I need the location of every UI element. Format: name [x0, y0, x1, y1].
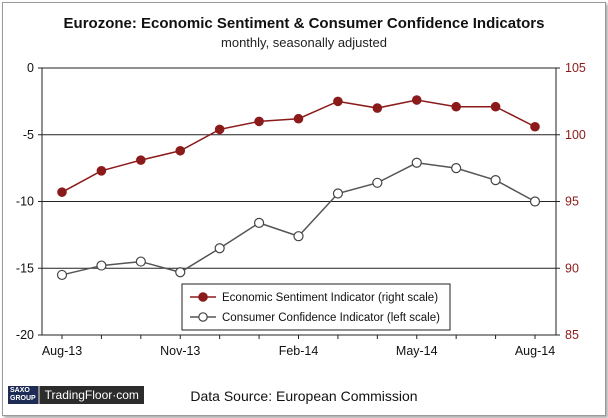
series-point-2 — [135, 256, 146, 267]
series-point-2 — [411, 157, 422, 168]
left-axis-tick-label: -10 — [16, 195, 34, 209]
right-axis-tick-label: 85 — [565, 328, 579, 342]
series-point-2 — [529, 196, 541, 207]
series-point-2 — [96, 260, 107, 271]
saxo-group-logo: SAXO GROUP — [8, 386, 38, 404]
legend-label-2: Consumer Confidence Indicator (left scal… — [222, 312, 440, 324]
series-line-2 — [61, 162, 536, 276]
series-point-2 — [372, 177, 383, 188]
left-axis-tick-label: -5 — [23, 128, 34, 142]
left-axis-tick-label: -15 — [16, 261, 34, 275]
series-point-1 — [214, 124, 225, 135]
right-axis-tick-label: 95 — [565, 195, 579, 209]
series-point-2 — [293, 231, 304, 242]
right-axis-tick-label: 90 — [565, 261, 579, 275]
logo-brand-top: SAXO — [10, 387, 30, 394]
x-axis-tick-label: Nov-13 — [160, 344, 200, 358]
left-axis-tick-label: 0 — [27, 61, 34, 75]
series-point-1 — [57, 187, 67, 197]
series-point-1 — [254, 116, 264, 127]
data-source-label: Data Source: European Commission — [190, 388, 418, 404]
series-point-2 — [56, 269, 68, 281]
legend-marker-1 — [198, 292, 208, 302]
series-point-1 — [175, 145, 186, 156]
logo-brand-bottom: GROUP — [10, 395, 36, 402]
x-axis-tick-label: Aug-13 — [42, 344, 82, 358]
chart-subtitle: monthly, seasonally adjusted — [221, 35, 387, 50]
series-point-2 — [253, 217, 265, 228]
series-point-1 — [451, 101, 461, 112]
x-axis-tick-label: Feb-14 — [279, 344, 319, 358]
x-axis-tick-label: May-14 — [396, 344, 438, 358]
series-point-1 — [333, 96, 343, 107]
series-line-1 — [61, 99, 536, 193]
right-axis-tick-label: 105 — [565, 61, 586, 75]
left-axis-tick-label: -20 — [16, 328, 34, 342]
series-point-1 — [490, 101, 501, 112]
series-point-1 — [372, 103, 383, 113]
tradingfloor-logo: SAXO GROUP TradingFloor·com — [8, 386, 144, 404]
series-point-2 — [214, 243, 225, 254]
logo-name: TradingFloor·com — [37, 386, 144, 404]
right-axis-tick-label: 100 — [565, 128, 586, 142]
chart-title: Eurozone: Economic Sentiment & Consumer … — [63, 15, 545, 32]
series-point-2 — [175, 267, 186, 278]
legend-label-1: Economic Sentiment Indicator (right scal… — [222, 292, 438, 304]
x-axis-tick-label: Aug-14 — [515, 344, 555, 358]
series-point-2 — [332, 188, 344, 199]
series-point-1 — [411, 95, 422, 105]
series-point-2 — [490, 175, 501, 186]
series-point-1 — [96, 165, 107, 176]
legend-box — [181, 283, 451, 331]
series-point-1 — [136, 155, 146, 165]
series-point-1 — [530, 121, 540, 132]
series-point-2 — [451, 163, 462, 174]
series-point-1 — [293, 113, 304, 124]
legend-marker-2 — [198, 312, 208, 322]
